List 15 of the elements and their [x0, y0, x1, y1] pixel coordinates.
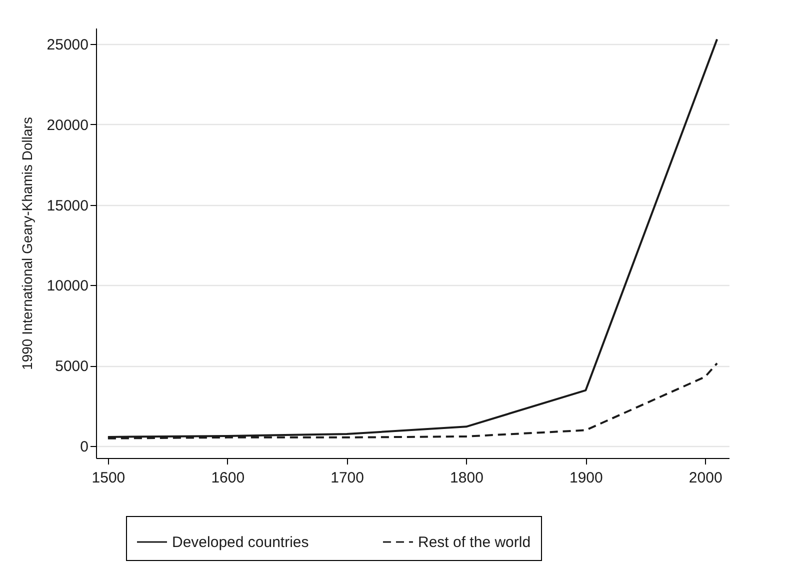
x-tick-label: 1800 [450, 470, 484, 486]
x-tick-label: 1600 [211, 470, 245, 486]
x-tick-label: 1500 [92, 470, 126, 486]
y-tick-label: 5000 [55, 358, 88, 376]
y-tick-label: 25000 [46, 36, 88, 54]
x-tick-label: 1900 [569, 470, 603, 486]
x-tick-label: 1700 [330, 470, 364, 486]
legend-label: Rest of the world [418, 534, 531, 551]
y-tick-label: 0 [80, 438, 88, 456]
legend-label: Developed countries [172, 534, 309, 551]
y-tick-label: 15000 [46, 197, 88, 214]
y-tick-label: 20000 [46, 116, 88, 134]
y-tick-label: 10000 [46, 278, 88, 295]
y-axis-title: 1990 International Geary-Khamis Dollars [18, 117, 35, 370]
x-tick-label: 2000 [688, 470, 722, 486]
